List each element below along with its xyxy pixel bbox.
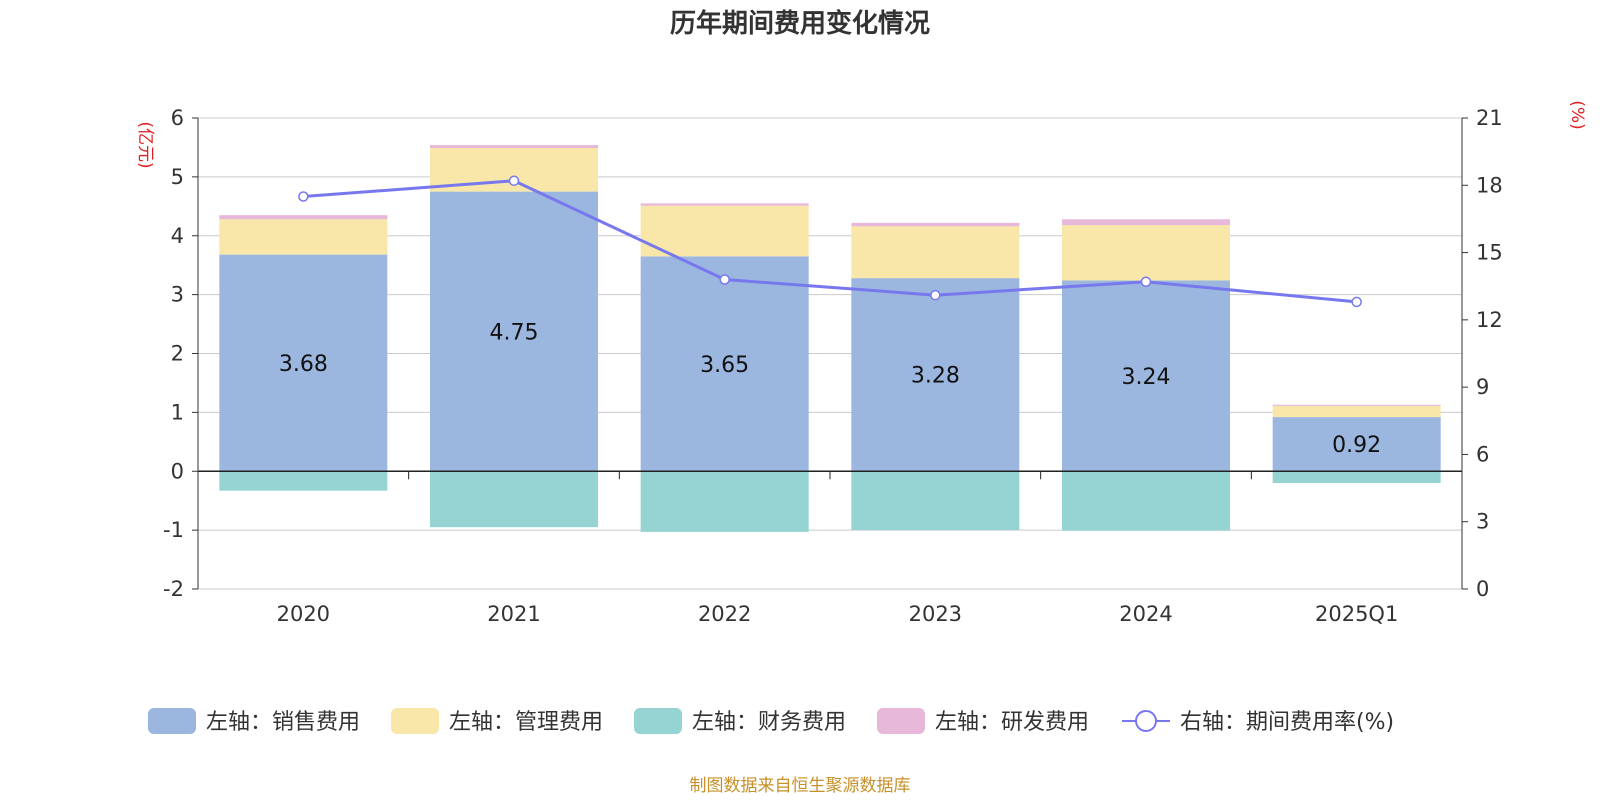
x-tick-label: 2024 bbox=[1119, 602, 1172, 626]
grid bbox=[198, 117, 1462, 590]
legend-swatch bbox=[634, 708, 682, 734]
legend-label: 右轴：期间费用率(%) bbox=[1180, 710, 1394, 735]
left-tick-label: -1 bbox=[163, 518, 184, 542]
legend-swatch bbox=[148, 708, 196, 734]
rate-point-2023 bbox=[930, 289, 941, 301]
x-tick-label: 2023 bbox=[909, 602, 962, 626]
data-label: 0.92 bbox=[1332, 433, 1381, 458]
bar-series0-2022 bbox=[640, 256, 809, 472]
left-tick-label: 0 bbox=[171, 459, 184, 483]
legend-item-2[interactable]: 左轴：财务费用 bbox=[634, 708, 846, 735]
right-tick-label: 15 bbox=[1476, 241, 1503, 265]
right-tick-label: 12 bbox=[1476, 308, 1503, 332]
bar-series2-2023 bbox=[851, 471, 1020, 531]
bar-series2-2024 bbox=[1062, 471, 1230, 531]
bar-series2-2021 bbox=[430, 471, 598, 528]
legend-item-3[interactable]: 左轴：研发费用 bbox=[877, 708, 1089, 735]
legend[interactable]: 左轴：销售费用 左轴：管理费用 左轴：财务费用 左轴：研发费用 右轴：期间费用率(%) bbox=[148, 708, 1394, 735]
legend-item-4[interactable]: 右轴：期间费用率(%) bbox=[1122, 710, 1394, 735]
bar-series0-2025Q1 bbox=[1272, 417, 1441, 472]
rate-point-2024 bbox=[1140, 276, 1152, 287]
right-axis-unit: (%) bbox=[1567, 100, 1587, 129]
right-tick-label: 3 bbox=[1476, 510, 1489, 534]
legend-item-1[interactable]: 左轴：管理费用 bbox=[391, 708, 603, 735]
right-tick-label: 21 bbox=[1476, 106, 1503, 130]
right-tick-label: 9 bbox=[1476, 375, 1489, 399]
legend-line-marker bbox=[1135, 710, 1157, 732]
rate-point-2021 bbox=[508, 175, 520, 187]
bar-series3-2020 bbox=[219, 215, 388, 220]
source-note: 制图数据来自恒生聚源数据库 bbox=[690, 776, 911, 796]
legend-swatch bbox=[391, 708, 439, 734]
bar-series3-2025Q1 bbox=[1272, 404, 1441, 406]
bar-series2-2020 bbox=[219, 471, 388, 491]
right-tick-label: 6 bbox=[1476, 442, 1489, 466]
legend-label: 左轴：管理费用 bbox=[449, 710, 603, 735]
bar-series1-2024 bbox=[1062, 225, 1230, 281]
right-tick-label: 0 bbox=[1476, 577, 1489, 601]
left-tick-label: 5 bbox=[171, 165, 184, 189]
bar-series3-2023 bbox=[851, 222, 1020, 227]
rate-line-path bbox=[303, 179, 1357, 304]
data-label: 3.28 bbox=[911, 364, 960, 389]
bar-series3-2021 bbox=[430, 145, 598, 149]
left-tick-label: 2 bbox=[171, 342, 184, 366]
bar-series0-2021 bbox=[430, 191, 598, 472]
legend-label: 左轴：研发费用 bbox=[935, 710, 1089, 735]
bar-series3-2022 bbox=[640, 203, 809, 206]
left-axis-unit: (亿元) bbox=[135, 121, 155, 168]
bar-series1-2023 bbox=[851, 226, 1020, 279]
x-tick-label: 2020 bbox=[277, 602, 330, 626]
left-tick-label: -2 bbox=[163, 577, 184, 601]
right-tick-label: 18 bbox=[1476, 173, 1503, 197]
data-label: 4.75 bbox=[490, 320, 539, 345]
data-label: 3.65 bbox=[700, 353, 749, 378]
rate-point-2022 bbox=[719, 274, 730, 285]
rate-line bbox=[298, 175, 1362, 308]
left-tick-label: 6 bbox=[171, 106, 184, 130]
x-tick-label: 2022 bbox=[698, 602, 751, 626]
chart-title: 历年期间费用变化情况 bbox=[670, 8, 930, 39]
x-tick-label: 2021 bbox=[487, 602, 540, 626]
zero-line bbox=[197, 470, 1463, 480]
left-tick-label: 4 bbox=[171, 224, 184, 248]
legend-item-0[interactable]: 左轴：销售费用 bbox=[148, 708, 360, 735]
bar-series2-2025Q1 bbox=[1272, 471, 1441, 484]
rate-point-2020 bbox=[298, 191, 309, 202]
bar-series0-2023 bbox=[851, 278, 1020, 472]
bar-series1-2020 bbox=[219, 219, 388, 255]
left-tick-label: 3 bbox=[171, 283, 184, 307]
bar-series3-2024 bbox=[1062, 219, 1230, 226]
data-label: 3.24 bbox=[1122, 365, 1171, 390]
legend-swatch bbox=[877, 708, 925, 734]
bar-series2-2022 bbox=[640, 471, 809, 532]
bar-series0-2024 bbox=[1062, 280, 1230, 472]
bars bbox=[219, 145, 1441, 532]
left-tick-label: 1 bbox=[171, 400, 184, 424]
legend-label: 左轴：销售费用 bbox=[206, 710, 360, 735]
bar-series1-2022 bbox=[640, 205, 809, 257]
bar-series0-2020 bbox=[219, 254, 388, 472]
rate-point-2025Q1 bbox=[1351, 296, 1362, 308]
legend-label: 左轴：财务费用 bbox=[692, 710, 846, 735]
data-label: 3.68 bbox=[279, 352, 328, 377]
x-tick-label: 2025Q1 bbox=[1315, 602, 1398, 626]
bar-series1-2025Q1 bbox=[1272, 405, 1441, 418]
data-labels: 3.68 4.75 3.65 3.28 3.24 0.92 bbox=[279, 320, 1381, 458]
